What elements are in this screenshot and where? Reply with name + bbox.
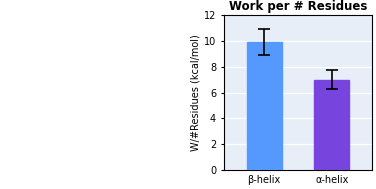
Bar (314, 80, 349, 170)
Y-axis label: W/#Residues (kcal/mol): W/#Residues (kcal/mol) (191, 34, 201, 151)
Title: Work per # Residues: Work per # Residues (229, 0, 367, 12)
Bar (247, 42, 282, 170)
